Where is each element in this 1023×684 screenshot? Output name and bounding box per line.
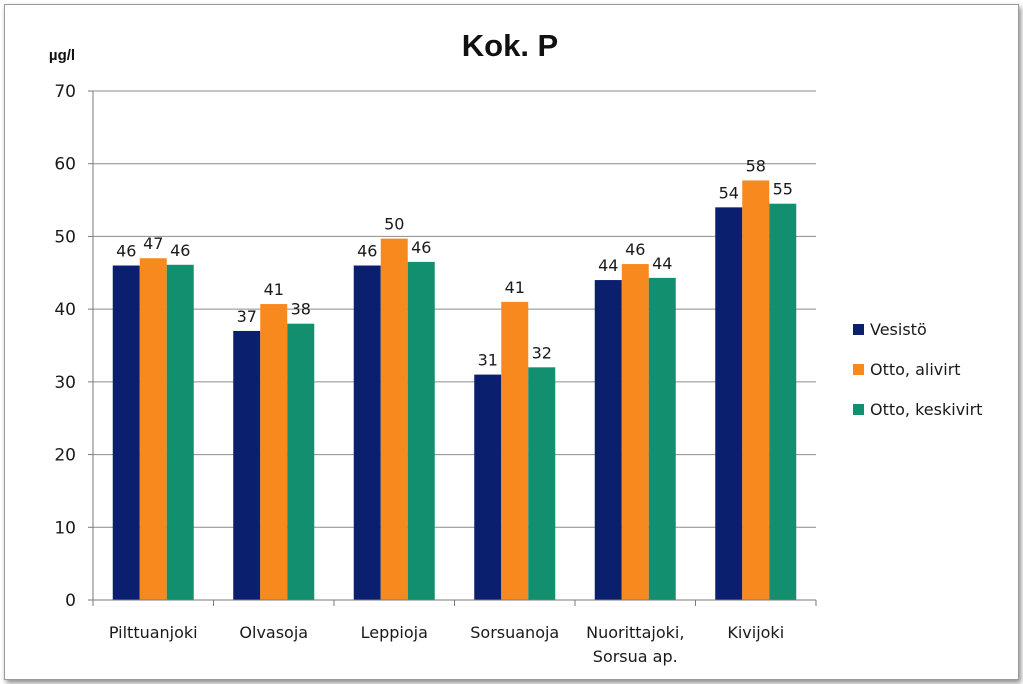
bar (287, 323, 315, 600)
data-label: 47 (143, 234, 163, 253)
bars (112, 180, 797, 601)
y-tick-label: 10 (54, 518, 76, 538)
x-category-label: Sorsuanoja (470, 623, 559, 642)
data-label: 44 (652, 254, 672, 273)
x-category-label: Olvasoja (239, 623, 308, 642)
bar (407, 261, 435, 600)
data-label: 58 (746, 156, 766, 175)
legend-label: Otto, keskivirt (870, 400, 982, 419)
data-label: 50 (384, 215, 404, 234)
x-category-label: Pilttuanjoki (109, 623, 198, 642)
bar (648, 277, 676, 600)
gridlines (93, 90, 816, 528)
data-label: 46 (116, 242, 136, 261)
legend-label: Otto, alivirt (870, 360, 961, 379)
x-category-label: Leppioja (361, 623, 428, 642)
chart-frame: 0 10 20 30 40 50 60 70 46 47 46 Pilttuanjoki 37 41 38… (4, 4, 1019, 680)
y-tick-label: 60 (54, 155, 76, 175)
data-label: 37 (237, 307, 257, 326)
y-axis-unit: µg/l (49, 47, 75, 64)
data-label: 41 (505, 278, 525, 297)
y-tick-label: 70 (54, 82, 76, 102)
bar (474, 374, 502, 600)
data-label: 41 (264, 280, 284, 299)
legend-label: Vesistö (870, 320, 927, 339)
bar (166, 264, 194, 600)
bar (260, 304, 288, 600)
bar (528, 367, 556, 600)
data-label: 38 (291, 300, 311, 319)
data-label: 55 (773, 180, 793, 199)
legend-swatch (853, 364, 864, 375)
bar (112, 265, 140, 600)
bar-chart: 0 10 20 30 40 50 60 70 46 47 46 Pilttuanjoki 37 41 38… (49, 28, 983, 666)
y-tick-label: 20 (54, 446, 76, 466)
legend-swatch (853, 324, 864, 335)
data-label: 46 (411, 238, 431, 257)
bar (139, 258, 167, 600)
data-label: 54 (719, 183, 739, 202)
data-label: 31 (478, 351, 498, 370)
y-tick-label: 40 (54, 300, 76, 320)
x-category-label: Nuorittajoki, (586, 623, 684, 642)
data-label: 46 (170, 241, 190, 260)
y-tick-label: 50 (54, 227, 76, 247)
x-category-label: Kivijoki (727, 623, 784, 642)
data-label: 46 (625, 240, 645, 259)
bar (233, 330, 261, 600)
bar (742, 180, 770, 600)
chart-title: Kok. P (462, 28, 558, 63)
bar (715, 207, 743, 601)
y-tick-label: 30 (54, 373, 76, 393)
bar (380, 238, 408, 601)
bar (594, 280, 622, 600)
bar (501, 301, 529, 600)
axes: 0 10 20 30 40 50 60 70 (54, 82, 817, 611)
y-tick-label: 0 (65, 591, 76, 611)
bar (621, 264, 649, 600)
legend: Vesistö Otto, alivirt Otto, keskivirt (853, 320, 982, 419)
bar (769, 203, 797, 600)
data-label: 46 (357, 242, 377, 261)
data-label: 32 (532, 343, 552, 362)
x-category-label: Sorsua ap. (593, 647, 678, 666)
legend-swatch (853, 404, 864, 415)
labels: 46 47 46 Pilttuanjoki 37 41 38 Olvasoja 46 50 46 Le… (109, 156, 793, 666)
bar (353, 265, 381, 600)
data-label: 44 (598, 256, 618, 275)
